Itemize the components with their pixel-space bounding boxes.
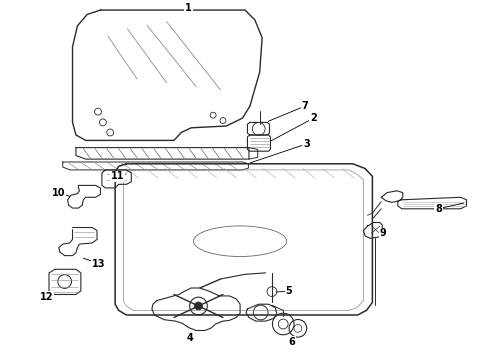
Text: 1: 1 xyxy=(185,3,192,13)
Text: 8: 8 xyxy=(435,204,442,214)
Text: 10: 10 xyxy=(52,188,66,198)
Text: 6: 6 xyxy=(288,337,295,347)
Text: 7: 7 xyxy=(301,101,308,111)
Text: 11: 11 xyxy=(111,171,124,181)
Text: 5: 5 xyxy=(286,286,293,296)
Text: 3: 3 xyxy=(303,139,310,149)
Text: 4: 4 xyxy=(187,333,194,343)
Circle shape xyxy=(195,302,202,310)
Text: 9: 9 xyxy=(380,228,387,238)
Text: 13: 13 xyxy=(92,258,106,269)
Text: 12: 12 xyxy=(40,292,53,302)
Text: 2: 2 xyxy=(310,113,317,123)
